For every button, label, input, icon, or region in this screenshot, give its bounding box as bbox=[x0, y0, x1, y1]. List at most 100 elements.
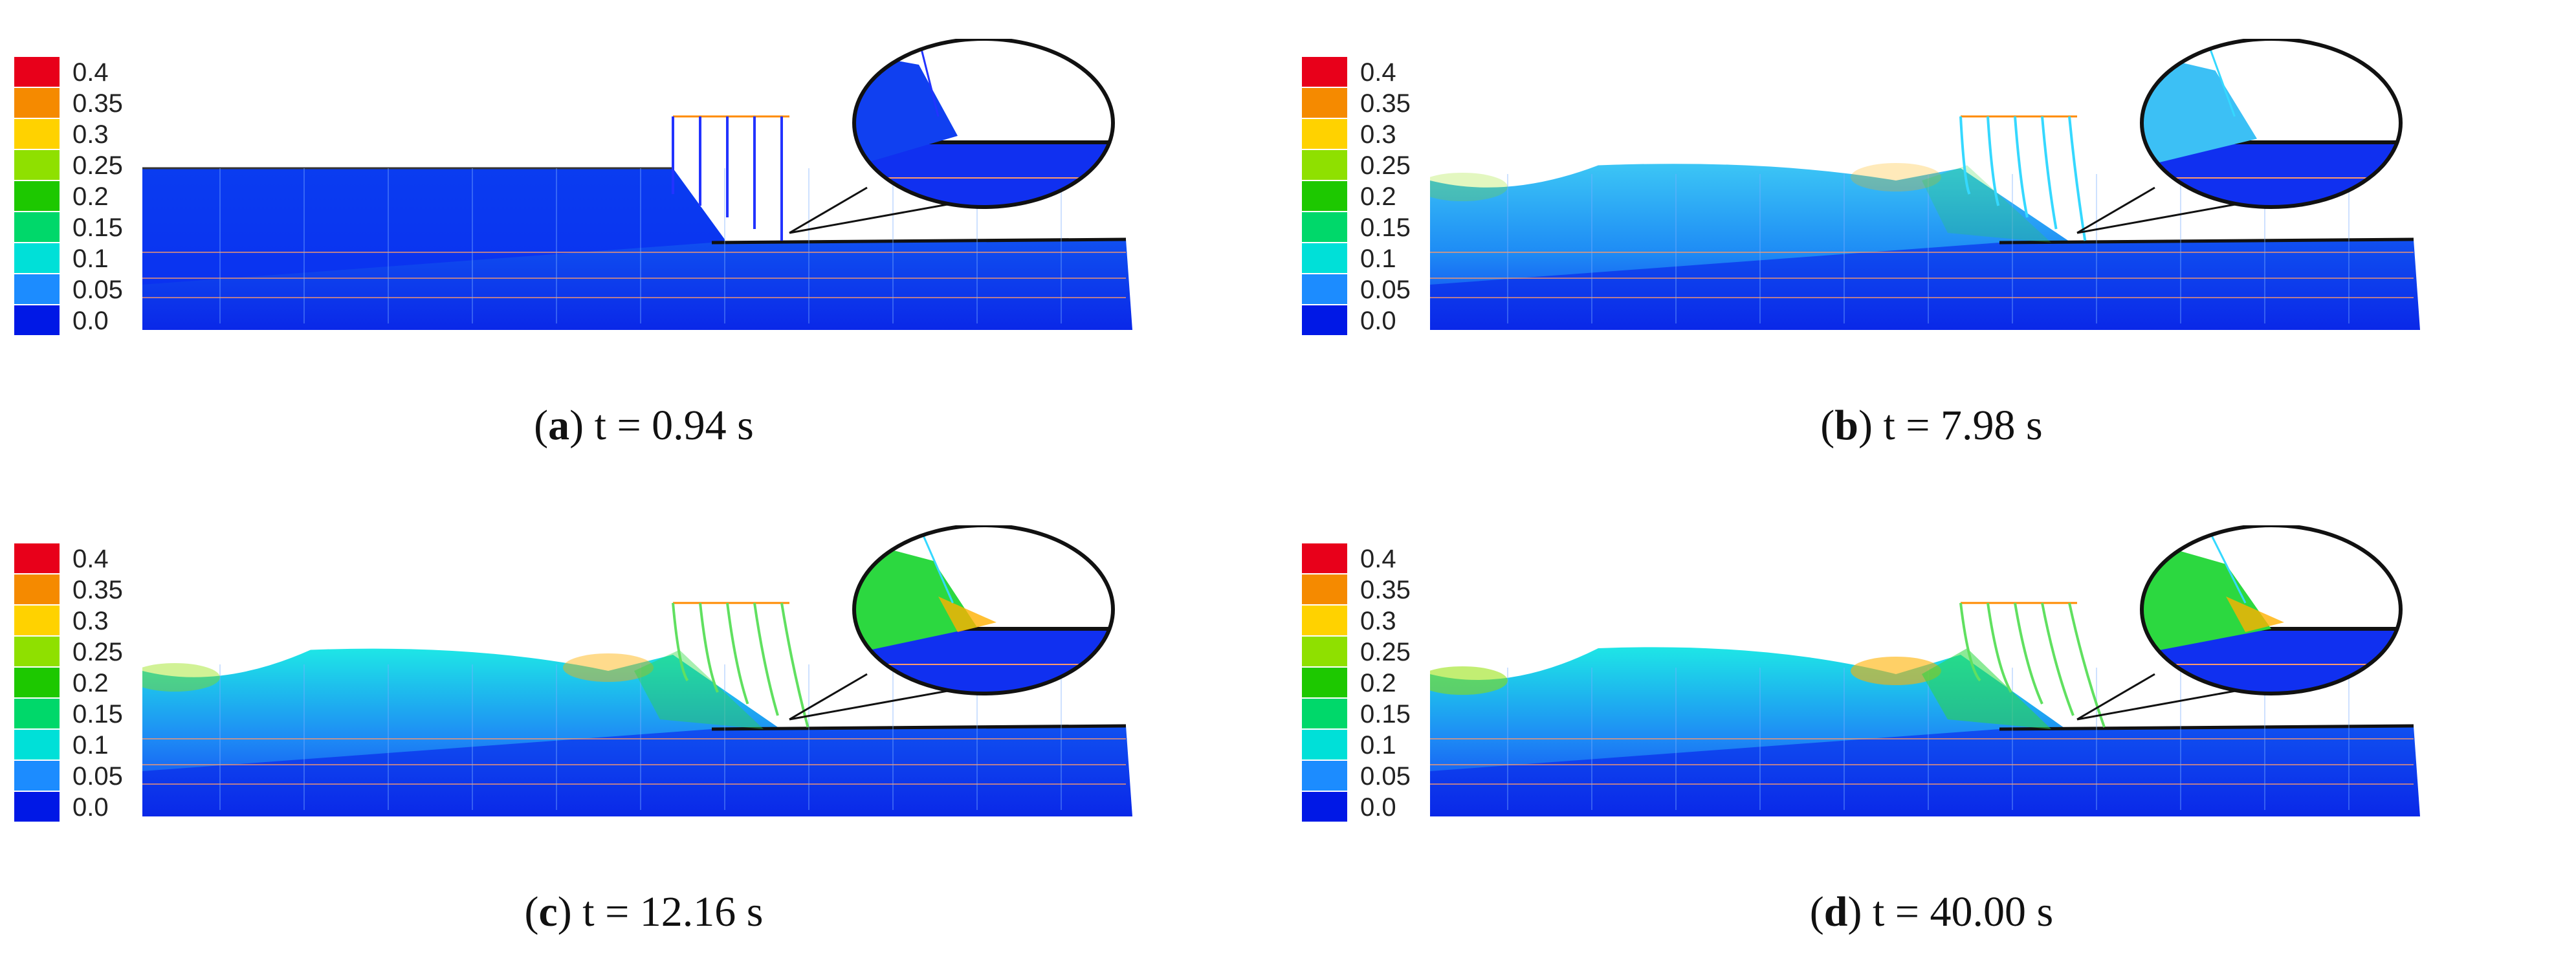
colorbar-swatch bbox=[1302, 574, 1347, 604]
colorbar-swatch bbox=[14, 606, 60, 635]
colorbar-tick-label: 0.4 bbox=[1360, 545, 1396, 573]
pile-frame bbox=[672, 602, 809, 728]
foundation-layer bbox=[1430, 239, 2420, 330]
colorbar-swatch bbox=[1302, 119, 1347, 149]
zoom-inset bbox=[852, 525, 1115, 695]
colorbar-swatch bbox=[14, 88, 60, 118]
pile-frame bbox=[1959, 115, 2087, 241]
colorbar-legend: 0.4 0.35 0.3 0.25 0.2 0.15 0.1 0.05 0.0 bbox=[14, 57, 137, 393]
colorbar-swatch bbox=[14, 119, 60, 149]
colorbar-tick-label: 0.0 bbox=[1360, 793, 1396, 822]
zoom-inset bbox=[2140, 39, 2403, 209]
colorbar-tick-label: 0.2 bbox=[72, 182, 109, 211]
colorbar-tick-label: 0.1 bbox=[1360, 245, 1396, 273]
colorbar-swatch bbox=[14, 792, 60, 822]
colorbar-tick-label: 0.0 bbox=[1360, 307, 1396, 335]
colorbar-swatch bbox=[14, 305, 60, 335]
colorbar-legend: 0.4 0.35 0.3 0.25 0.2 0.15 0.1 0.05 0.0 bbox=[14, 543, 137, 880]
colorbar-tick-label: 0.4 bbox=[72, 545, 109, 573]
simulation-contour-plot bbox=[142, 525, 1132, 816]
panel-caption: (a) t = 0.94 s bbox=[534, 402, 754, 449]
colorbar-tick-label: 0.15 bbox=[72, 213, 123, 242]
foundation-layer bbox=[142, 239, 1132, 330]
colorbar-tick-label: 0.1 bbox=[72, 731, 109, 760]
colorbar-tick-label: 0.3 bbox=[72, 607, 109, 635]
colorbar-swatch bbox=[1302, 699, 1347, 728]
colorbar-swatch bbox=[1302, 761, 1347, 791]
colorbar-swatch bbox=[1302, 668, 1347, 697]
colorbar-swatch bbox=[1302, 305, 1347, 335]
colorbar-tick-label: 0.05 bbox=[1360, 762, 1411, 791]
colorbar-swatch bbox=[14, 150, 60, 180]
colorbar-legend: 0.4 0.35 0.3 0.25 0.2 0.15 0.1 0.05 0.0 bbox=[1302, 57, 1425, 393]
colorbar-tick-label: 0.0 bbox=[72, 307, 109, 335]
colorbar-swatch bbox=[1302, 606, 1347, 635]
colorbar-swatch bbox=[14, 274, 60, 304]
colorbar-swatch bbox=[1302, 637, 1347, 666]
colorbar-legend: 0.4 0.35 0.3 0.25 0.2 0.15 0.1 0.05 0.0 bbox=[1302, 543, 1425, 880]
colorbar-tick-label: 0.25 bbox=[1360, 638, 1411, 666]
colorbar-tick-label: 0.35 bbox=[72, 576, 123, 604]
colorbar-swatch bbox=[1302, 150, 1347, 180]
panel-caption: (d) t = 40.00 s bbox=[1809, 888, 2054, 935]
colorbar-swatch bbox=[14, 574, 60, 604]
colorbar-tick-label: 0.25 bbox=[72, 638, 123, 666]
colorbar-tick-label: 0.25 bbox=[1360, 151, 1411, 180]
colorbar-swatch bbox=[1302, 243, 1347, 273]
colorbar-swatch bbox=[14, 668, 60, 697]
colorbar-tick-label: 0.2 bbox=[1360, 669, 1396, 697]
colorbar-swatch bbox=[14, 181, 60, 211]
colorbar-tick-label: 0.15 bbox=[1360, 213, 1411, 242]
colorbar-swatch bbox=[14, 637, 60, 666]
colorbar-tick-label: 0.1 bbox=[72, 245, 109, 273]
colorbar-tick-label: 0.15 bbox=[72, 700, 123, 728]
simulation-contour-plot bbox=[1430, 525, 2420, 816]
colorbar-tick-label: 0.4 bbox=[72, 58, 109, 87]
colorbar-swatch bbox=[14, 699, 60, 728]
panel-letter: d bbox=[1823, 888, 1848, 935]
colorbar-tick-label: 0.4 bbox=[1360, 58, 1396, 87]
colorbar-tick-label: 0.35 bbox=[72, 89, 123, 118]
colorbar-swatch bbox=[1302, 57, 1347, 87]
colorbar-tick-label: 0.25 bbox=[72, 151, 123, 180]
foundation-layer bbox=[142, 726, 1132, 816]
colorbar-swatch bbox=[1302, 181, 1347, 211]
panel-time: t = 12.16 s bbox=[582, 888, 764, 935]
colorbar-swatch bbox=[14, 543, 60, 573]
panel-letter: c bbox=[538, 888, 558, 935]
colorbar-swatch bbox=[14, 57, 60, 87]
colorbar-tick-label: 0.05 bbox=[1360, 276, 1411, 304]
colorbar-swatch bbox=[14, 243, 60, 273]
foundation-layer bbox=[1430, 726, 2420, 816]
colorbar-tick-label: 0.05 bbox=[72, 276, 123, 304]
colorbar-swatch bbox=[1302, 88, 1347, 118]
colorbar-swatch bbox=[1302, 212, 1347, 242]
colorbar-swatch bbox=[1302, 543, 1347, 573]
colorbar-tick-label: 0.0 bbox=[72, 793, 109, 822]
panel-d: 0.4 0.35 0.3 0.25 0.2 0.15 0.1 0.05 0.0 (d) t = 4… bbox=[1288, 486, 2575, 973]
colorbar-tick-label: 0.3 bbox=[1360, 120, 1396, 149]
pile-frame bbox=[1959, 602, 2106, 728]
colorbar-swatch bbox=[1302, 730, 1347, 760]
colorbar-tick-label: 0.2 bbox=[72, 669, 109, 697]
panel-caption: (c) t = 12.16 s bbox=[524, 888, 764, 935]
panel-caption: (b) t = 7.98 s bbox=[1820, 402, 2043, 449]
colorbar-swatch bbox=[1302, 792, 1347, 822]
panel-b: 0.4 0.35 0.3 0.25 0.2 0.15 0.1 0.05 0.0 (b) t = 7… bbox=[1288, 0, 2575, 486]
panel-letter: b bbox=[1834, 402, 1858, 449]
panel-letter: a bbox=[548, 402, 570, 449]
colorbar-tick-label: 0.1 bbox=[1360, 731, 1396, 760]
colorbar-tick-label: 0.05 bbox=[72, 762, 123, 791]
panel-a: 0.4 0.35 0.3 0.25 0.2 0.15 0.1 0.05 0.0 (a) t = 0… bbox=[0, 0, 1288, 486]
colorbar-swatch bbox=[14, 212, 60, 242]
colorbar-swatch bbox=[14, 730, 60, 760]
colorbar-tick-label: 0.35 bbox=[1360, 576, 1411, 604]
colorbar-tick-label: 0.15 bbox=[1360, 700, 1411, 728]
colorbar-tick-label: 0.3 bbox=[1360, 607, 1396, 635]
colorbar-tick-label: 0.2 bbox=[1360, 182, 1396, 211]
zoom-inset bbox=[852, 39, 1115, 209]
panel-time: t = 7.98 s bbox=[1883, 402, 2043, 449]
colorbar-tick-label: 0.3 bbox=[72, 120, 109, 149]
simulation-contour-plot bbox=[1430, 39, 2420, 330]
zoom-inset bbox=[2140, 525, 2403, 695]
